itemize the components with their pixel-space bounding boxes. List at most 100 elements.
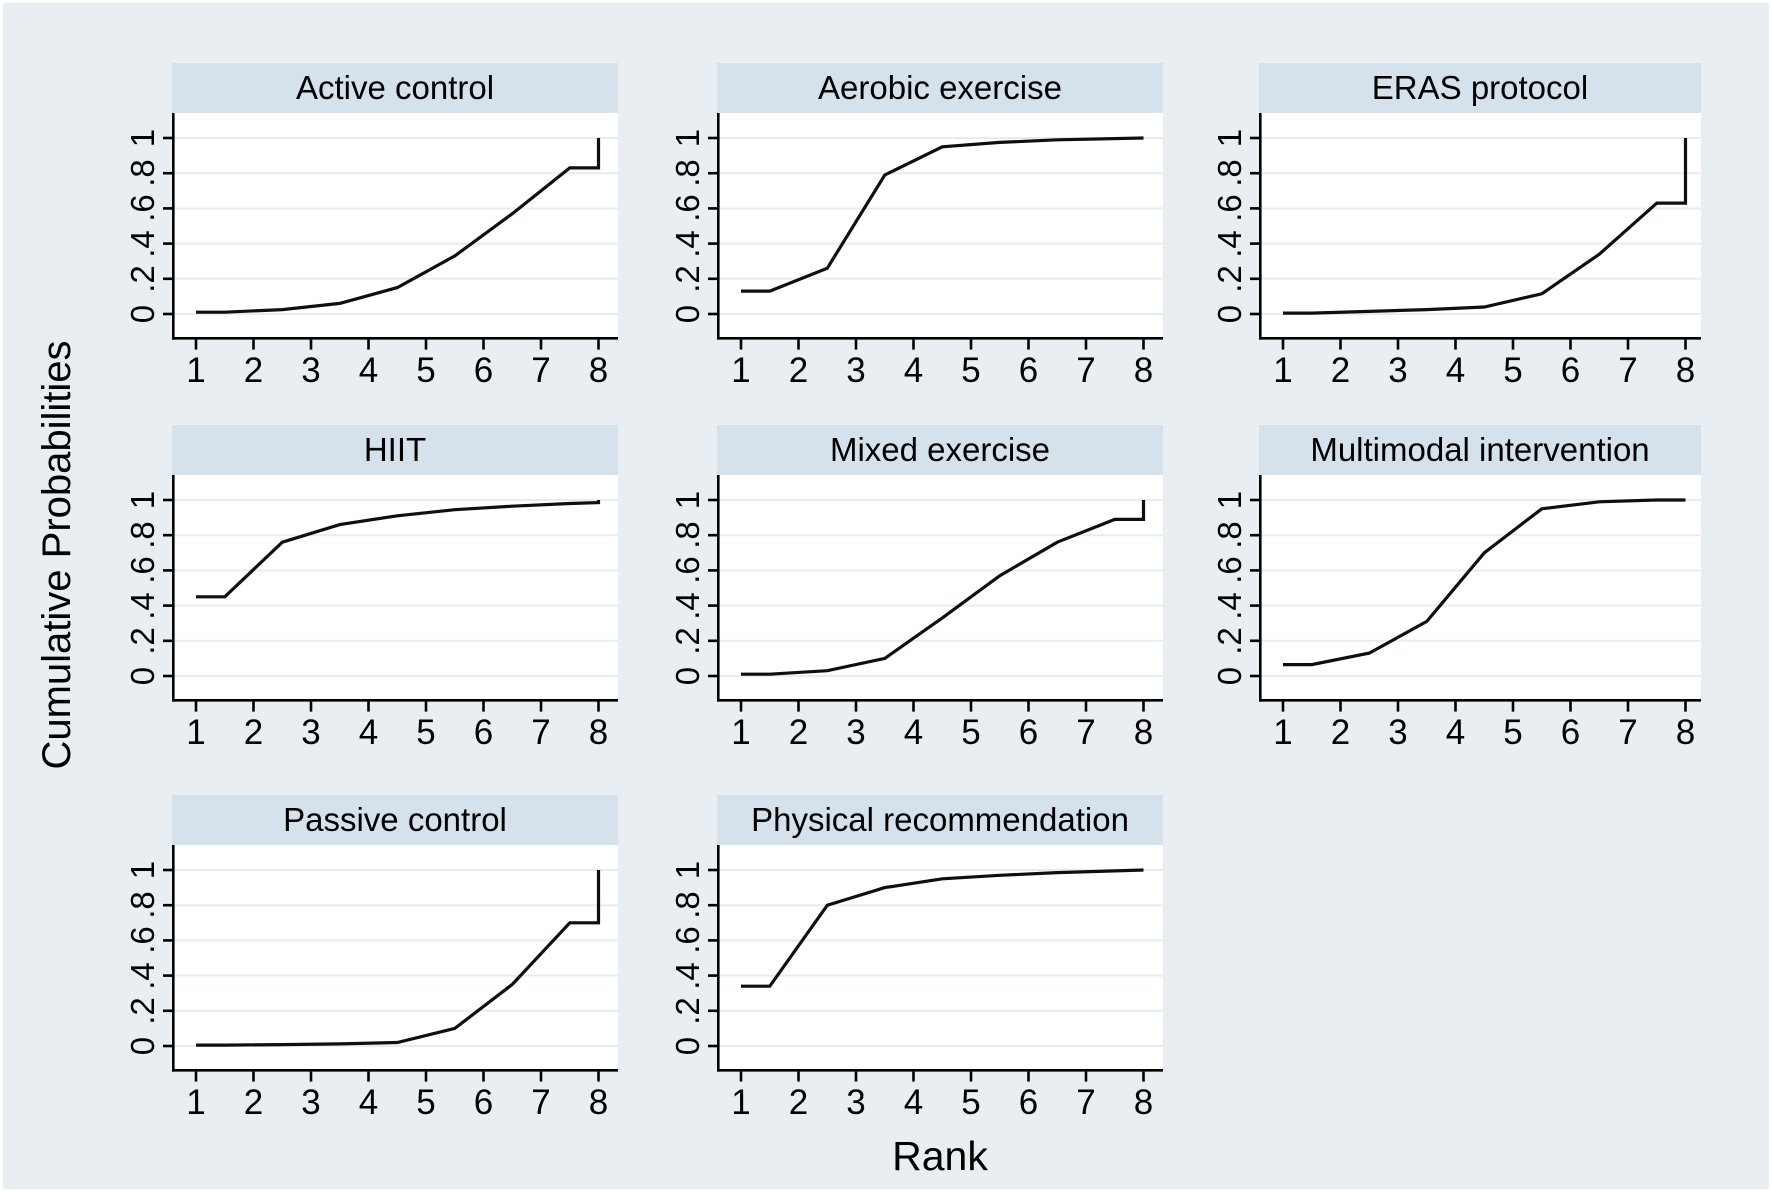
x-tick-label: 2 bbox=[788, 351, 809, 390]
x-tick-label: 3 bbox=[301, 1083, 321, 1122]
cumulative-curve bbox=[1283, 498, 1686, 667]
panel-mixed-exercise: Mixed exercise 0.2.4.6.8 1 1 2 3 4 5 6 7 8 bbox=[655, 425, 1178, 754]
y-tick-label: 1 bbox=[123, 860, 161, 880]
panel-active-control: Active control 0.2.4.6.8 1 1 2 3 4 5 6 7 8 bbox=[110, 63, 633, 392]
x-tick-label: 7 bbox=[1618, 351, 1638, 390]
x-tick-label: 6 bbox=[1018, 1083, 1039, 1122]
cumulative-curve bbox=[741, 868, 1144, 988]
x-tick-label: 3 bbox=[846, 1083, 866, 1122]
panel-aerobic-exercise: Aerobic exercise 0.2.4.6.8 1 1 2 3 4 5 6 7 8 bbox=[655, 63, 1178, 392]
y-tick-label: 1 bbox=[668, 128, 706, 148]
plot-area bbox=[708, 845, 1163, 1082]
panel-title: Multimodal intervention bbox=[1259, 425, 1701, 475]
x-tick-label: 8 bbox=[1133, 713, 1154, 752]
plot-background bbox=[172, 845, 618, 1070]
y-axis-title: Cumulative Probabilities bbox=[34, 340, 79, 770]
panel-multimodal-intervention: Multimodal intervention 0.2.4.6.8 1 1 2 3 4 5 6 7… bbox=[1197, 425, 1716, 754]
panel-title: Physical recommendation bbox=[717, 795, 1163, 845]
y-tick-label: 1 bbox=[668, 860, 706, 880]
x-tick-label: 5 bbox=[416, 713, 436, 752]
x-tick-label: 6 bbox=[473, 1083, 494, 1122]
x-tick-label: 4 bbox=[903, 713, 924, 752]
panel-title: Aerobic exercise bbox=[717, 63, 1163, 113]
x-tick-label: 6 bbox=[1018, 351, 1039, 390]
x-tick-label: 6 bbox=[1560, 713, 1581, 752]
x-tick-label: 3 bbox=[1388, 713, 1408, 752]
plot-area bbox=[1250, 113, 1701, 350]
plot-area bbox=[163, 845, 618, 1082]
panel-passive-control: Passive control 0.2.4.6.8 1 1 2 3 4 5 6 7 8 bbox=[110, 795, 633, 1124]
x-tick-label: 7 bbox=[531, 1083, 551, 1122]
plot-area bbox=[163, 113, 618, 350]
y-tick-label: 1 bbox=[123, 490, 161, 510]
x-tick-label: 4 bbox=[903, 351, 924, 390]
x-tick-label: 1 bbox=[1273, 713, 1293, 752]
x-tick-label: 2 bbox=[788, 713, 809, 752]
panel-title: Passive control bbox=[172, 795, 618, 845]
plot-area bbox=[708, 475, 1163, 712]
x-tick-label: 2 bbox=[243, 351, 264, 390]
x-tick-label: 8 bbox=[1675, 713, 1696, 752]
x-tick-label: 8 bbox=[588, 351, 609, 390]
panel-title: Mixed exercise bbox=[717, 425, 1163, 475]
cumulative-curve bbox=[196, 870, 601, 1047]
plot-area bbox=[1250, 475, 1701, 712]
x-tick-label: 3 bbox=[846, 713, 866, 752]
x-tick-label: 5 bbox=[961, 351, 981, 390]
panel-hiit: HIIT 0.2.4.6.8 1 1 2 3 4 5 6 7 8 bbox=[110, 425, 633, 754]
x-tick-label: 7 bbox=[531, 713, 551, 752]
y-tick-label: 1 bbox=[123, 128, 161, 148]
panel-title: Active control bbox=[172, 63, 618, 113]
x-tick-label: 7 bbox=[1076, 713, 1096, 752]
x-tick-label: 5 bbox=[1503, 713, 1523, 752]
x-tick-label: 4 bbox=[358, 351, 379, 390]
cumulative-curve bbox=[196, 500, 601, 599]
x-tick-label: 5 bbox=[1503, 351, 1523, 390]
panel-physical-recommendation: Physical recommendation 0.2.4.6.8 1 1 2 3 4 5 6 7… bbox=[655, 795, 1178, 1124]
x-tick-label: 6 bbox=[473, 713, 494, 752]
x-tick-label: 7 bbox=[1618, 713, 1638, 752]
x-tick-label: 8 bbox=[588, 1083, 609, 1122]
x-tick-label: 6 bbox=[473, 351, 494, 390]
x-tick-label: 7 bbox=[1076, 1083, 1096, 1122]
x-tick-label: 2 bbox=[1330, 351, 1351, 390]
plot-background bbox=[172, 113, 618, 338]
cumulative-curve bbox=[1283, 138, 1688, 315]
x-tick-label: 8 bbox=[1133, 1083, 1154, 1122]
x-tick-label: 8 bbox=[1133, 351, 1154, 390]
x-tick-label: 1 bbox=[186, 1083, 206, 1122]
cumulative-curve bbox=[741, 136, 1144, 293]
x-tick-label: 1 bbox=[186, 351, 206, 390]
x-tick-label: 8 bbox=[588, 713, 609, 752]
x-tick-label: 4 bbox=[358, 713, 379, 752]
x-tick-label: 8 bbox=[1675, 351, 1696, 390]
x-tick-label: 2 bbox=[243, 713, 264, 752]
x-tick-label: 1 bbox=[731, 1083, 751, 1122]
x-tick-label: 6 bbox=[1560, 351, 1581, 390]
x-tick-label: 6 bbox=[1018, 713, 1039, 752]
y-tick-label: 1 bbox=[1210, 490, 1248, 510]
x-tick-label: 3 bbox=[846, 351, 866, 390]
x-axis-title: Rank bbox=[892, 1132, 988, 1179]
plot-area bbox=[708, 113, 1163, 350]
plot-area bbox=[163, 475, 618, 712]
x-tick-label: 5 bbox=[961, 1083, 981, 1122]
x-tick-label: 2 bbox=[788, 1083, 809, 1122]
x-tick-label: 7 bbox=[1076, 351, 1096, 390]
x-tick-label: 5 bbox=[416, 1083, 436, 1122]
y-tick-label: 1 bbox=[668, 490, 706, 510]
x-tick-label: 4 bbox=[1445, 713, 1466, 752]
x-tick-label: 3 bbox=[1388, 351, 1408, 390]
y-tick-label: 1 bbox=[1210, 128, 1248, 148]
x-tick-label: 4 bbox=[358, 1083, 379, 1122]
x-tick-label: 2 bbox=[1330, 713, 1351, 752]
rankogram-figure: Cumulative Probabilities Rank Active con… bbox=[3, 3, 1769, 1189]
panel-title: HIIT bbox=[172, 425, 618, 475]
x-tick-label: 1 bbox=[731, 351, 751, 390]
panel-title: ERAS protocol bbox=[1259, 63, 1701, 113]
x-tick-label: 7 bbox=[531, 351, 551, 390]
plot-background bbox=[717, 475, 1163, 700]
x-tick-label: 4 bbox=[903, 1083, 924, 1122]
plot-background bbox=[717, 113, 1163, 338]
plot-background bbox=[1259, 113, 1701, 338]
